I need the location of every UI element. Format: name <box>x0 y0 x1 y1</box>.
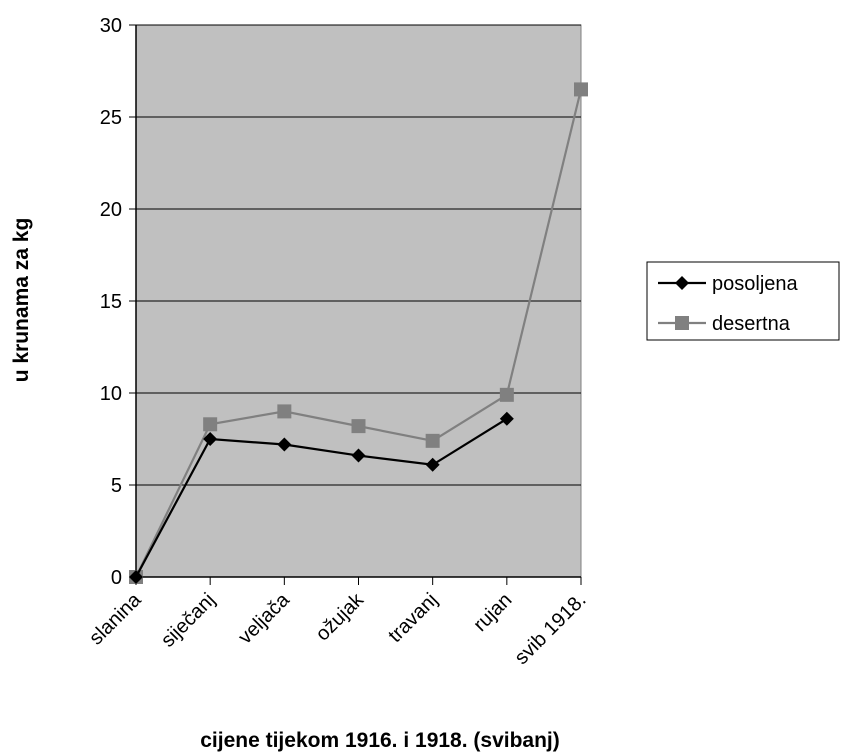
y-tick-label: 25 <box>100 107 122 129</box>
data-point <box>574 82 588 97</box>
x-tick-label: travanj <box>384 589 442 647</box>
y-tick-label: 30 <box>100 15 122 37</box>
legend-item: desertna <box>658 313 791 335</box>
x-tick-label: siječanj <box>157 589 220 652</box>
legend-label: posoljena <box>712 273 799 295</box>
data-point <box>351 419 366 434</box>
data-point <box>277 404 292 419</box>
data-point <box>675 316 689 330</box>
y-tick-label: 0 <box>111 567 122 589</box>
y-tick-label: 15 <box>100 291 122 313</box>
x-tick-label: slanina <box>85 588 146 649</box>
x-tick-label: ožujak <box>312 588 369 645</box>
y-tick-label: 10 <box>100 383 122 405</box>
data-point <box>499 387 514 402</box>
x-tick-label: svib 1918. <box>511 589 591 669</box>
series-line <box>135 417 508 578</box>
y-axis-ticks: 0 5 10 15 20 25 30 <box>100 15 136 589</box>
data-point <box>203 432 218 446</box>
x-tick-label: rujan <box>469 589 516 636</box>
data-point <box>675 276 689 290</box>
legend-item: posoljena <box>658 273 799 295</box>
data-point <box>203 417 218 432</box>
legend-label: desertna <box>712 313 791 335</box>
x-axis-ticks: slanina siječanj veljača ožujak travanj rujan… <box>85 577 591 669</box>
data-point <box>425 433 440 448</box>
y-axis-title: u krunama za kg <box>10 218 33 383</box>
x-axis-title: cijene tijekom 1916. i 1918. (svibanj) <box>200 729 560 752</box>
y-tick-label: 5 <box>111 475 122 497</box>
data-point <box>277 437 292 452</box>
data-point <box>351 448 366 463</box>
legend: posoljena desertna <box>646 261 840 341</box>
y-tick-label: 20 <box>100 199 122 221</box>
data-point <box>425 457 440 472</box>
series-posoljena <box>129 411 514 584</box>
data-point <box>499 411 514 426</box>
series-layer <box>129 82 588 584</box>
data-point <box>129 570 143 584</box>
x-tick-label: veljača <box>234 588 294 648</box>
